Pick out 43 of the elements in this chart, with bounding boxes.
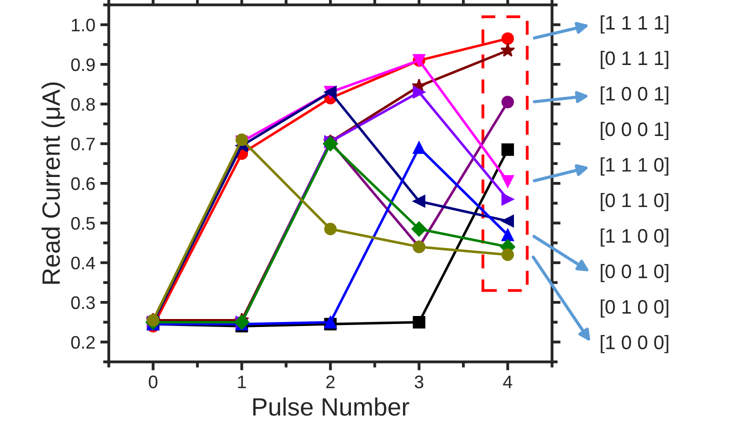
y-tick-label: 0.4 xyxy=(71,256,96,270)
y-tick-label: 0.9 xyxy=(71,58,95,72)
text: [1 1 1 0] xyxy=(600,157,668,176)
point xyxy=(501,175,514,188)
point xyxy=(501,96,514,108)
point xyxy=(412,194,426,208)
point xyxy=(501,214,514,228)
point xyxy=(501,192,514,206)
y-tick-label: 0.7 xyxy=(71,138,95,150)
y-tick-label: 0.2 xyxy=(71,336,95,349)
text: [0 1 1 0] xyxy=(600,192,668,212)
point xyxy=(412,86,426,98)
text: [1 1 1 1] xyxy=(600,15,668,34)
point xyxy=(501,32,514,45)
x-axis-title: Pulse Number xyxy=(253,397,410,416)
x-tick-label: 1 xyxy=(238,376,246,388)
y-tick-label: 0.3 xyxy=(71,296,95,310)
y-tick-label: 0.6 xyxy=(71,177,95,190)
x-tick-label: 4 xyxy=(503,376,512,388)
y-axis-title: Read Current (μA) xyxy=(42,82,65,284)
point xyxy=(412,141,426,154)
point xyxy=(411,221,427,237)
text: [0 1 0 0] xyxy=(600,300,668,318)
point xyxy=(236,133,248,146)
point xyxy=(412,316,426,328)
text: [1 0 0 1] xyxy=(600,86,668,105)
x-tick-label: 2 xyxy=(326,376,335,388)
text: [0 0 0 1] xyxy=(600,122,668,140)
text: [1 0 0 0] xyxy=(600,335,668,354)
y-tick-label: 1.0 xyxy=(72,18,95,32)
y-tick-label: 0.8 xyxy=(71,98,95,111)
point xyxy=(501,228,514,242)
text: [0 1 1 1] xyxy=(600,50,668,70)
text: [1 1 0 0] xyxy=(600,228,668,247)
x-tick-label: 3 xyxy=(414,376,424,388)
y-tick-label: 0.5 xyxy=(71,216,95,230)
point xyxy=(501,143,514,156)
x-tick-label: 0 xyxy=(148,376,158,388)
point xyxy=(500,42,516,57)
point xyxy=(322,136,338,152)
point xyxy=(501,248,514,262)
text: [0 0 1 0] xyxy=(600,264,668,282)
point xyxy=(324,222,337,236)
